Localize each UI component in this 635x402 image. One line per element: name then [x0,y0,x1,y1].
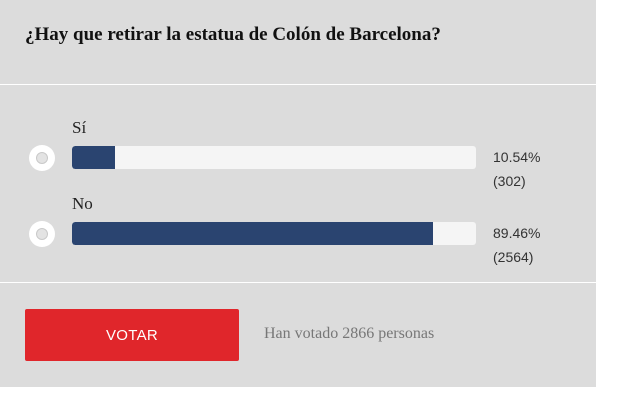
vote-button[interactable]: VOTAR [25,309,239,361]
poll-widget: ¿Hay que retirar la estatua de Colón de … [0,0,596,387]
vote-count-text: (302) [493,173,526,189]
result-bar-fill [72,146,115,169]
poll-question: ¿Hay que retirar la estatua de Colón de … [25,24,441,45]
percent-text: 89.46% [493,225,541,241]
total-votes-text: Han votado 2866 personas [264,325,435,342]
result-bar-fill [72,222,434,245]
result-bar-track [72,222,476,245]
option-label: No [72,194,93,213]
poll-option-no[interactable]: No 89.46% (2564) [0,192,596,265]
radio-button-si[interactable] [29,145,55,171]
divider [0,84,596,85]
poll-option-si[interactable]: Sí 10.54% (302) [0,116,596,189]
divider [0,282,596,283]
result-bar-track [72,146,476,169]
option-label: Sí [72,118,87,137]
percent-text: 10.54% [493,149,541,165]
radio-button-no[interactable] [29,221,55,247]
vote-count-text: (2564) [493,249,534,265]
